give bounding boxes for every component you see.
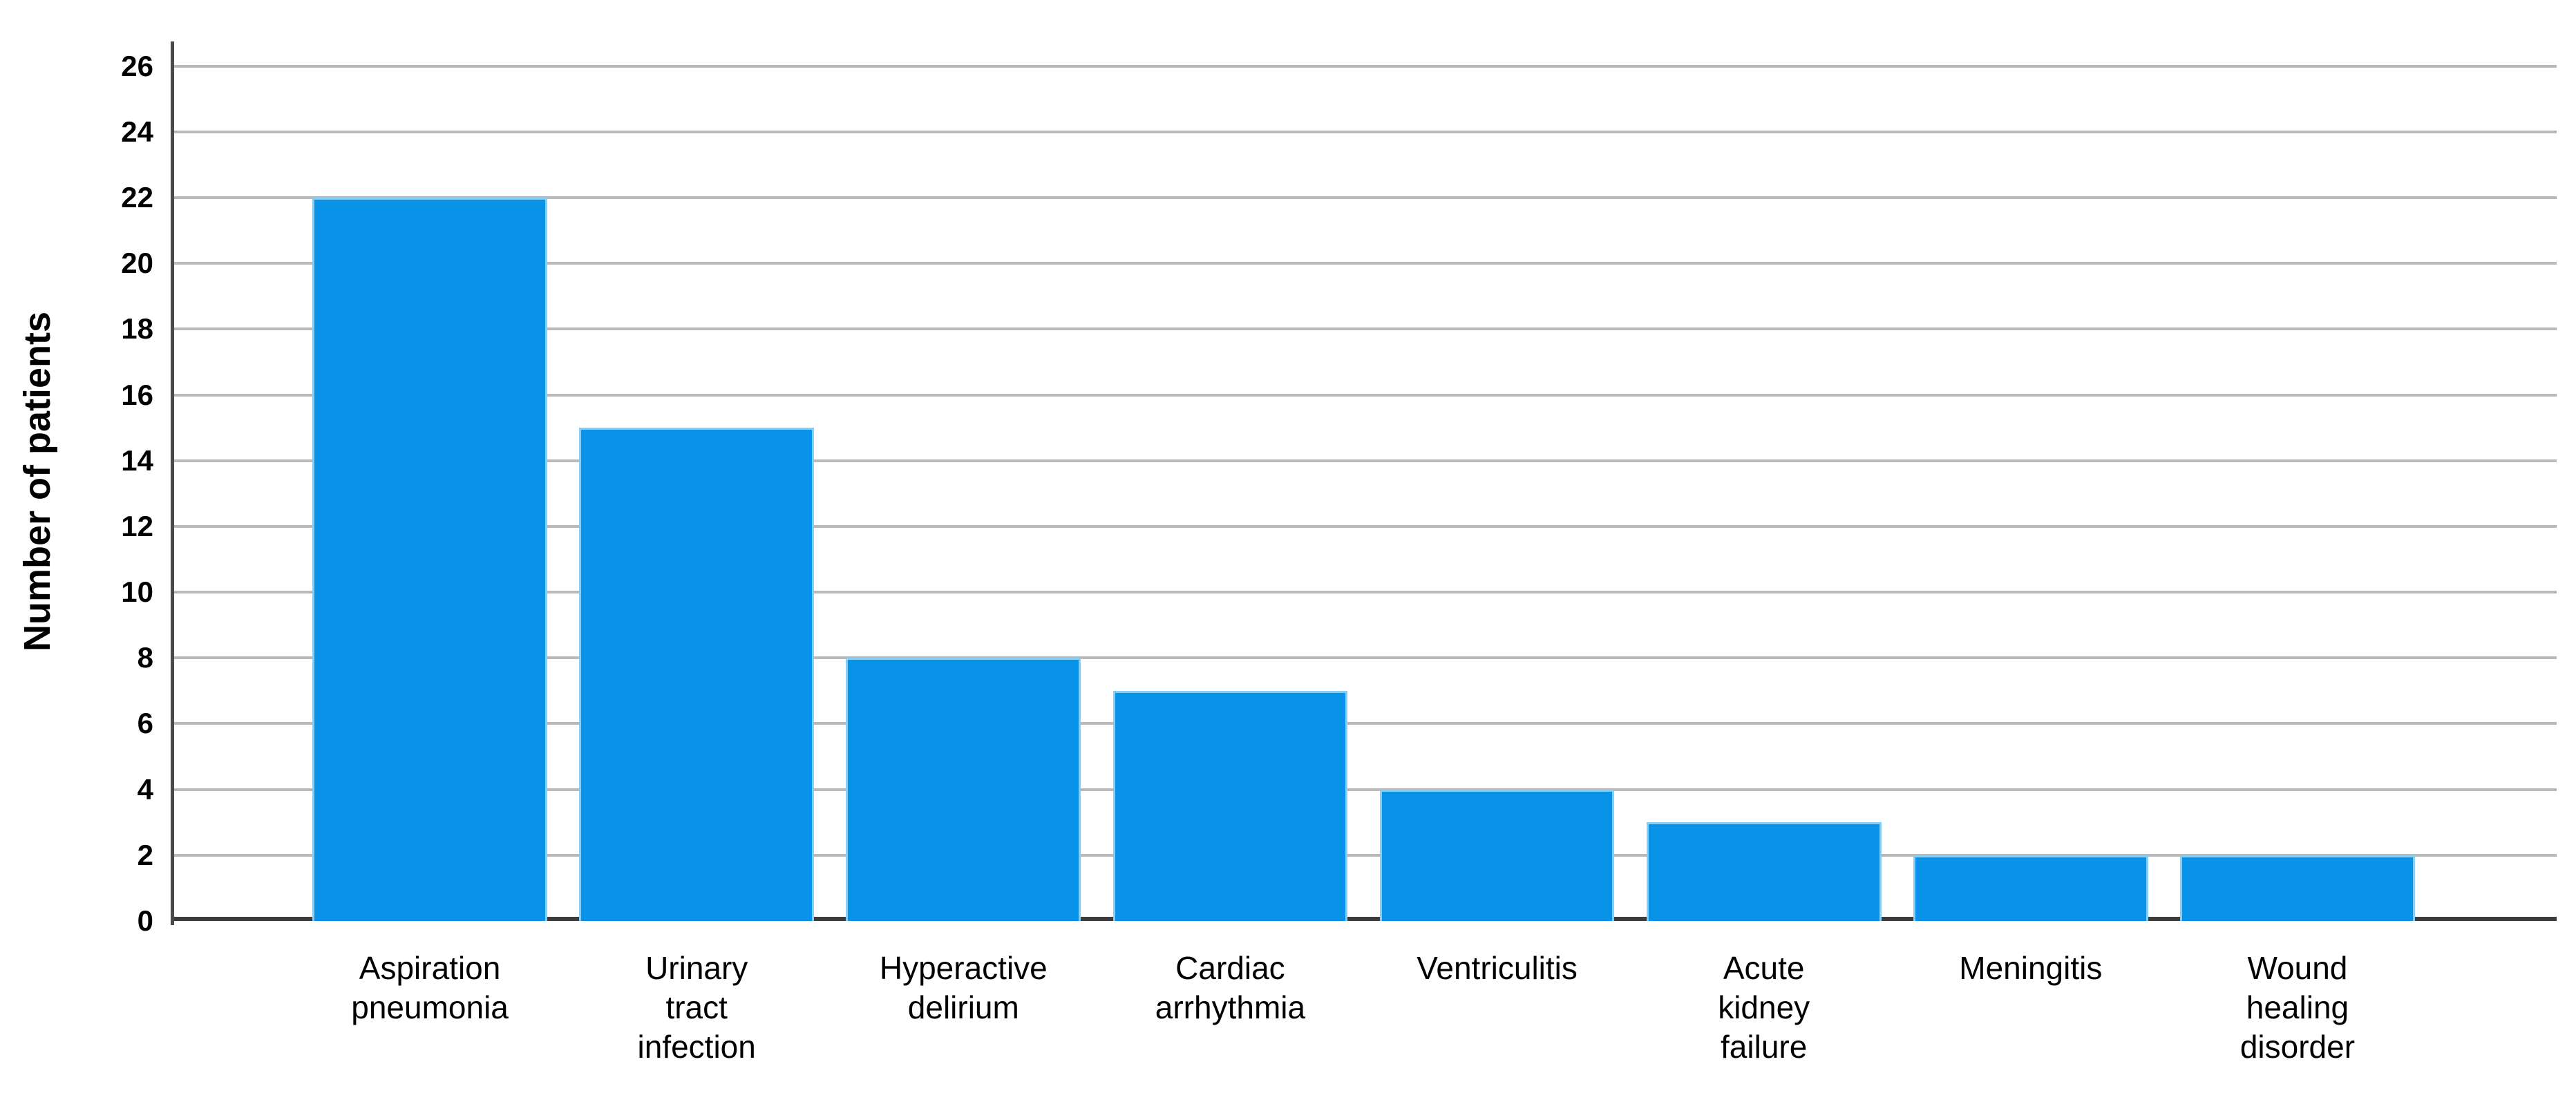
bar-urinary-tract-infection (579, 428, 815, 921)
bar-slot-ventriculitis (1364, 41, 1631, 921)
y-axis-title-wrap: Number of patients (6, 41, 69, 921)
bar-slot-hyperactive-delirium (830, 41, 1097, 921)
y-axis-title: Number of patients (17, 311, 59, 652)
x-label-line: delirium (907, 989, 1019, 1025)
y-tick-label-24: 24 (121, 115, 153, 148)
gridline-20 (171, 262, 2557, 265)
x-label-line: kidney (1718, 989, 1810, 1025)
x-label-line: pneumonia (351, 989, 509, 1025)
bar-wound-healing-disorder (2180, 855, 2415, 921)
y-tick-label-2: 2 (137, 838, 153, 871)
x-label-line: Urinary (645, 950, 748, 986)
x-label-urinary-tract-infection: Urinary tract infection (563, 949, 830, 1067)
bar-acute-kidney-failure (1646, 822, 1882, 921)
y-tick-label-18: 18 (121, 312, 153, 345)
y-tick-label-16: 16 (121, 378, 153, 411)
x-label-line: disorder (2239, 1029, 2356, 1065)
plot-area: 0 2 4 6 8 10 12 14 16 18 20 22 24 26 (121, 41, 2557, 935)
x-label-acute-kidney-failure: Acute kidney failure (1631, 949, 1897, 1067)
y-tick-label-10: 10 (121, 576, 153, 609)
x-label-line: Cardiac (1175, 950, 1285, 986)
gridline-14 (171, 459, 2557, 462)
bar-slot-urinary-tract-infection (563, 41, 830, 921)
y-tick-label-8: 8 (137, 641, 153, 674)
x-label-meningitis: Meningitis (1897, 949, 2164, 1067)
gridline-16 (171, 393, 2557, 397)
gridline-10 (171, 591, 2557, 594)
bar-slot-meningitis (1897, 41, 2164, 921)
bar-slot-acute-kidney-failure (1631, 41, 1897, 921)
gridline-2 (171, 853, 2557, 857)
y-tick-label-14: 14 (121, 444, 153, 477)
x-label-wound-healing-disorder: Wound healing disorder (2164, 949, 2431, 1067)
x-label-cardiac-arrhythmia: Cardiac arrhythmia (1097, 949, 1363, 1067)
gridline-22 (171, 196, 2557, 200)
x-label-line: arrhythmia (1155, 989, 1306, 1025)
x-label-aspiration-pneumonia: Aspiration pneumonia (296, 949, 563, 1067)
bar-slot-aspiration-pneumonia (296, 41, 563, 921)
bar-slot-cardiac-arrhythmia (1097, 41, 1363, 921)
x-label-hyperactive-delirium: Hyperactive delirium (830, 949, 1097, 1067)
x-label-line: healing (2246, 989, 2349, 1025)
bars-container (171, 41, 2557, 921)
bar-meningitis (1913, 855, 2148, 921)
bar-slot-wound-healing-disorder (2164, 41, 2431, 921)
bar-cardiac-arrhythmia (1112, 690, 1348, 921)
gridline-8 (171, 656, 2557, 660)
gridline-12 (171, 524, 2557, 528)
y-tick-label-4: 4 (137, 772, 153, 806)
y-axis-line (171, 41, 174, 925)
y-tick-label-26: 26 (121, 49, 153, 82)
x-label-line: Ventriculitis (1417, 950, 1578, 986)
gridline-26 (171, 64, 2557, 68)
x-label-line: tract (665, 989, 728, 1025)
x-label-line: Acute (1723, 950, 1805, 986)
gridline-4 (171, 788, 2557, 791)
x-label-line: infection (637, 1029, 756, 1065)
y-tick-label-12: 12 (121, 509, 153, 542)
bar-ventriculitis (1379, 789, 1615, 921)
x-label-line: Aspiration (359, 950, 501, 986)
bar-hyperactive-delirium (846, 658, 1081, 921)
bar-aspiration-pneumonia (312, 198, 547, 921)
y-tick-label-22: 22 (121, 181, 153, 214)
x-axis-line (171, 917, 2557, 921)
x-label-ventriculitis: Ventriculitis (1364, 949, 1631, 1067)
gridline-18 (171, 327, 2557, 331)
x-label-line: Wound (2247, 950, 2348, 986)
y-tick-label-0: 0 (137, 904, 153, 937)
gridline-24 (171, 130, 2557, 133)
x-axis-labels: Aspiration pneumonia Urinary tract infection… (171, 949, 2557, 1067)
y-tick-label-6: 6 (137, 707, 153, 740)
x-label-line: failure (1721, 1029, 1808, 1065)
gridline-6 (171, 722, 2557, 725)
x-label-line: Hyperactive (879, 950, 1048, 986)
x-label-line: Meningitis (1959, 950, 2103, 986)
y-tick-label-20: 20 (121, 247, 153, 280)
